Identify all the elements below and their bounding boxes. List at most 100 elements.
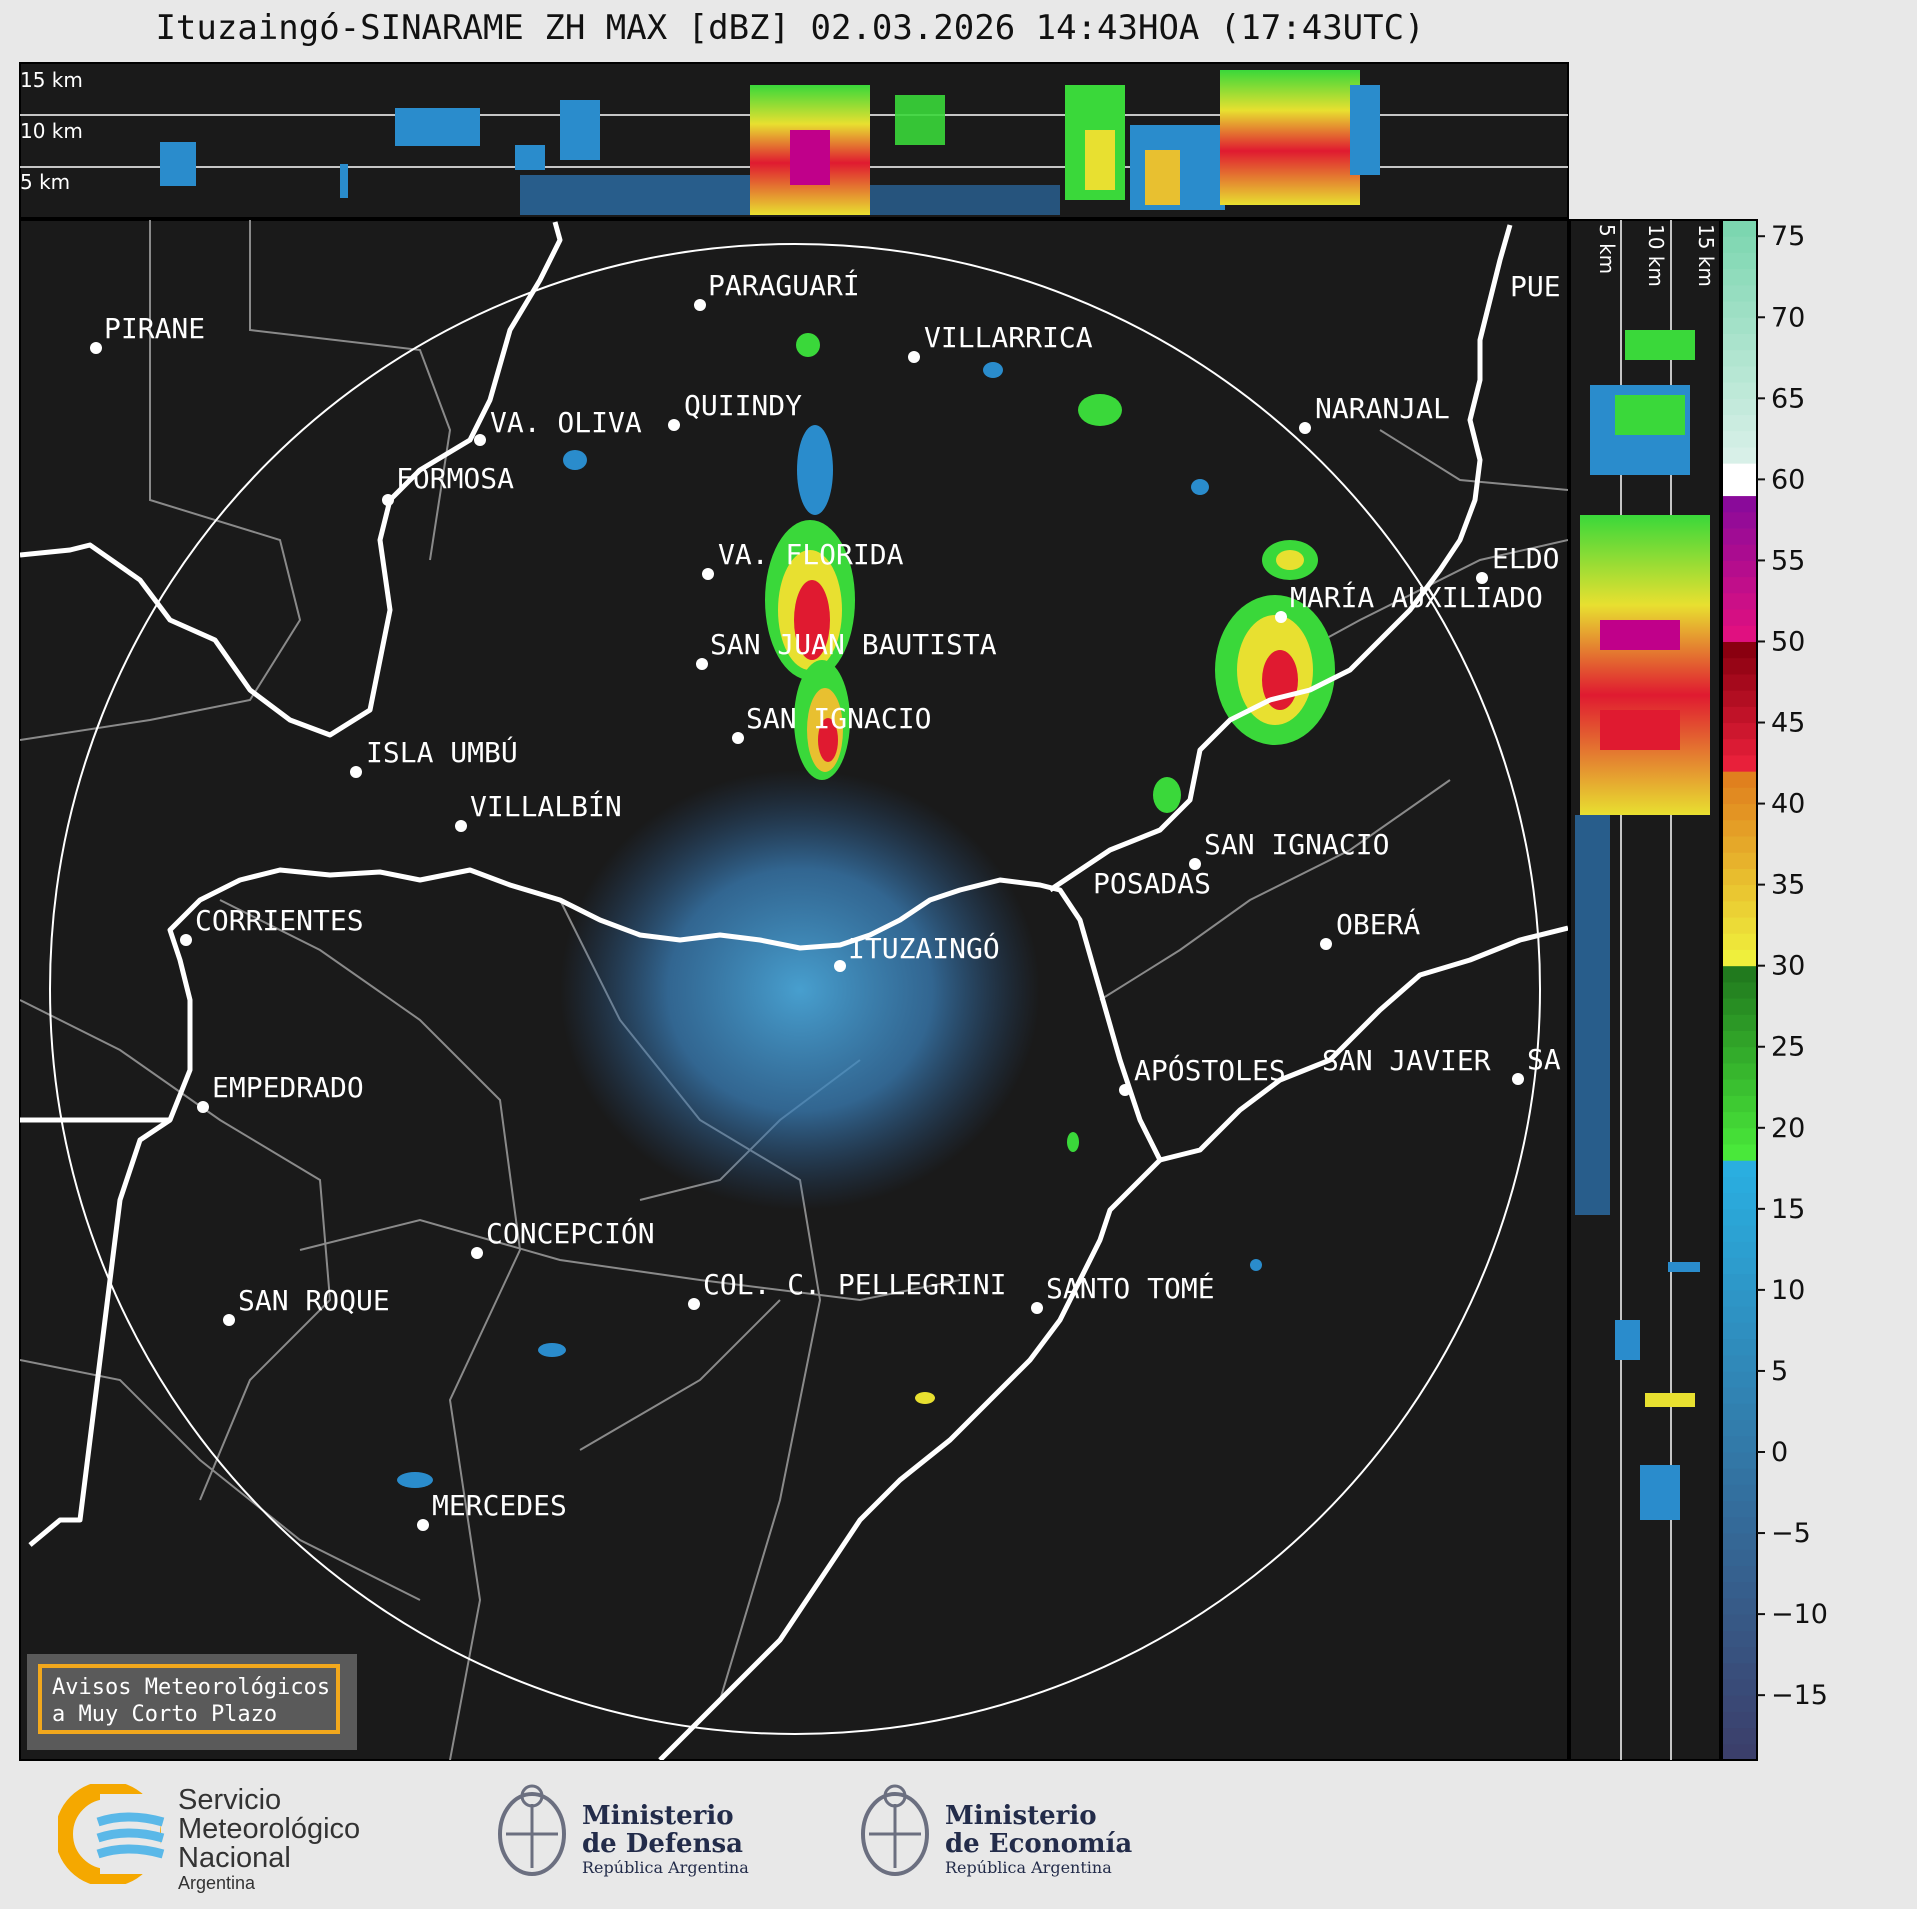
- colorbar-tick-label: 5: [1771, 1356, 1788, 1387]
- city-pue: PUE: [1510, 270, 1561, 303]
- colorbar-stripe: [1722, 317, 1757, 334]
- colorbar-stripe: [1722, 690, 1757, 707]
- side-height-label-15: 15 km: [1694, 224, 1718, 287]
- colorbar-stripe: [1722, 1322, 1757, 1340]
- colorbar-stripe: [1722, 414, 1757, 432]
- svg-text:COL. C. PELLEGRINI: COL. C. PELLEGRINI: [703, 1268, 1006, 1301]
- svg-text:CORRIENTES: CORRIENTES: [195, 904, 364, 937]
- colorbar-stripe: [1722, 268, 1757, 286]
- colorbar-stripe: [1722, 301, 1757, 318]
- colorbar-stripes: [1722, 220, 1757, 1761]
- svg-text:PIRANE: PIRANE: [104, 312, 205, 345]
- top-height-label-10: 10 km: [20, 119, 83, 143]
- colorbar-stripe: [1722, 1354, 1757, 1372]
- colorbar-stripe: [1722, 252, 1757, 270]
- colorbar-stripe: [1722, 1387, 1757, 1404]
- colorbar-stripe: [1722, 1581, 1757, 1599]
- city-quiindy: QUIINDY: [668, 389, 802, 431]
- colorbar-stripe: [1722, 722, 1757, 740]
- colorbar-stripe: [1722, 430, 1757, 448]
- economia-sub: República Argentina: [945, 1858, 1112, 1877]
- colorbar-stripe: [1722, 446, 1757, 464]
- warning-box-button[interactable]: Avisos Meteorológicos a Muy Corto Plazo: [38, 1664, 340, 1734]
- colorbar-stripe: [1722, 1727, 1757, 1745]
- colorbar-stripe: [1722, 706, 1757, 724]
- colorbar-stripe: [1722, 1111, 1757, 1129]
- colorbar-stripe: [1722, 1095, 1757, 1113]
- city-villalbin: VILLALBÍN: [455, 789, 622, 832]
- svg-text:VA. FLORIDA: VA. FLORIDA: [718, 538, 904, 571]
- colorbar-stripe: [1722, 1208, 1757, 1226]
- colorbar-tick-label: 30: [1771, 951, 1805, 982]
- colorbar-stripe: [1722, 349, 1757, 367]
- economia-line2: de Economía: [945, 1829, 1133, 1859]
- city-maria-auxiliadora: MARÍA AUXILIADO: [1275, 580, 1543, 623]
- colorbar-stripe: [1722, 1403, 1757, 1421]
- colorbar-stripe: [1722, 1289, 1757, 1307]
- svg-text:ELDO: ELDO: [1492, 542, 1559, 575]
- smn-emblem-icon: [58, 1784, 165, 1884]
- colorbar-stripe: [1722, 1079, 1757, 1096]
- svg-text:SAN IGNACIO: SAN IGNACIO: [746, 702, 931, 735]
- colorbar-stripe: [1722, 1127, 1757, 1145]
- city-markers: PIRANE PARAGUARÍ VILLARRICA QUIINDY VA. …: [90, 268, 1561, 1531]
- colorbar-stripe: [1722, 398, 1757, 416]
- smn-line2: Meteorológico: [178, 1813, 361, 1845]
- colorbar-stripe: [1722, 852, 1757, 869]
- colorbar-tick-label: 20: [1771, 1113, 1805, 1144]
- colorbar-stripe: [1722, 1306, 1757, 1323]
- colorbar-tick-label: 10: [1771, 1275, 1805, 1306]
- colorbar-tick-label: −5: [1771, 1518, 1811, 1549]
- colorbar-tick-label: −10: [1771, 1599, 1828, 1630]
- city-eldo: ELDO: [1476, 542, 1559, 584]
- clutter-echo: [560, 770, 1040, 1210]
- city-corrientes: CORRIENTES: [180, 904, 364, 946]
- defensa-sub: República Argentina: [582, 1858, 749, 1877]
- colorbar-tick-label: 50: [1771, 626, 1805, 657]
- colorbar-stripe: [1722, 738, 1757, 756]
- colorbar-stripe: [1722, 495, 1757, 513]
- colorbar-stripe: [1722, 1192, 1757, 1210]
- svg-text:SANTO TOMÉ: SANTO TOMÉ: [1046, 1271, 1215, 1305]
- svg-text:MERCEDES: MERCEDES: [432, 1489, 567, 1522]
- colorbar-stripe: [1722, 819, 1757, 837]
- colorbar-stripe: [1722, 1014, 1757, 1032]
- colorbar-stripe: [1722, 1533, 1757, 1550]
- side-height-label-10: 10 km: [1644, 224, 1668, 287]
- colorbar-stripe: [1722, 1646, 1757, 1664]
- svg-text:EMPEDRADO: EMPEDRADO: [212, 1071, 364, 1104]
- defensa-logo: Ministerio de Defensa República Argentin…: [492, 1772, 792, 1892]
- colorbar-stripe: [1722, 1257, 1757, 1275]
- colorbar-stripe: [1722, 1662, 1757, 1680]
- svg-text:QUIINDY: QUIINDY: [684, 389, 802, 422]
- colorbar-stripe: [1722, 965, 1757, 983]
- svg-text:CONCEPCIÓN: CONCEPCIÓN: [486, 1216, 655, 1250]
- colorbar-tick-label: 70: [1771, 302, 1805, 333]
- city-formosa: FORMOSA: [382, 462, 514, 506]
- svg-text:SAN JUAN BAUTISTA: SAN JUAN BAUTISTA: [710, 628, 997, 661]
- svg-text:APÓSTOLES: APÓSTOLES: [1134, 1053, 1286, 1087]
- svg-text:VILLARRICA: VILLARRICA: [924, 321, 1093, 354]
- national-shield-icon: [498, 1784, 566, 1876]
- national-shield-icon: [861, 1784, 929, 1876]
- colorbar-stripe: [1722, 803, 1757, 821]
- defensa-line1: Ministerio: [582, 1801, 734, 1831]
- city-san-roque: SAN ROQUE: [223, 1284, 390, 1326]
- city-concepcion: CONCEPCIÓN: [471, 1216, 655, 1259]
- colorbar-stripe: [1722, 220, 1757, 237]
- city-apostoles: APÓSTOLES: [1119, 1053, 1286, 1096]
- colorbar-stripe: [1722, 1630, 1757, 1648]
- colorbar-stripe: [1722, 576, 1757, 594]
- svg-text:SA: SA: [1527, 1043, 1561, 1076]
- city-san-javier: SAN JAVIER: [1322, 1044, 1491, 1077]
- colorbar-stripe: [1722, 933, 1757, 950]
- colorbar-tick-label: 40: [1771, 789, 1805, 820]
- city-va-oliva: VA. OLIVA: [474, 406, 642, 446]
- colorbar-stripe: [1722, 1030, 1757, 1048]
- colorbar-stripe: [1722, 657, 1757, 675]
- colorbar-stripe: [1722, 382, 1757, 399]
- colorbar-stripe: [1722, 528, 1757, 545]
- colorbar-stripe: [1722, 1370, 1757, 1388]
- svg-text:SAN IGNACIO: SAN IGNACIO: [1204, 828, 1389, 861]
- colorbar-stripe: [1722, 771, 1757, 788]
